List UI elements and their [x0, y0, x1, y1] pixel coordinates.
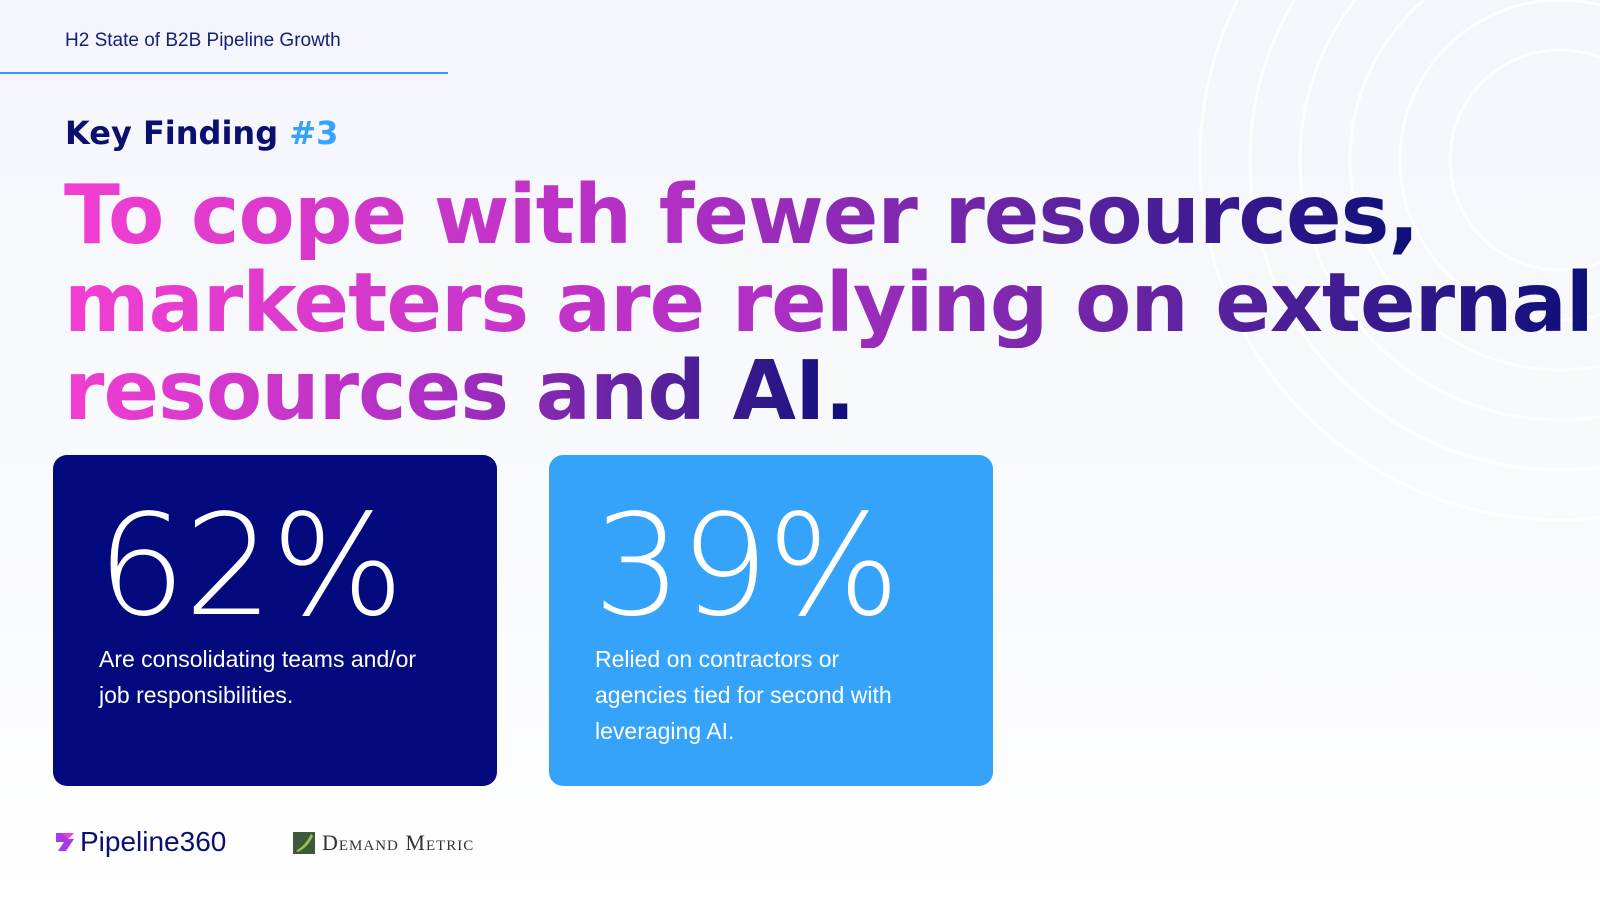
logo: Pipeline360: [54, 826, 226, 858]
stat-card: 62% Are consolidating teams and/or job r…: [53, 455, 497, 786]
headline-line: resources and AI.: [64, 344, 856, 439]
headline-line: To cope with fewer resources,: [64, 168, 1420, 263]
logo-icon: [56, 833, 74, 851]
stat-card: 39% Relied on contractors or agencies ti…: [549, 455, 993, 786]
headline: To cope with fewer resources, marketers …: [64, 168, 1594, 439]
logo: Demand Metric: [292, 830, 474, 856]
finding-text: Key Finding: [65, 114, 279, 152]
stat-description: Relied on contractors or agencies tied f…: [595, 646, 892, 744]
logo-text: Pipeline360: [80, 826, 227, 857]
header-rule: [0, 72, 448, 74]
stat-description: Are consolidating teams and/or job respo…: [99, 646, 417, 708]
logo-text: Demand Metric: [322, 830, 475, 855]
header-title: H2 State of B2B Pipeline Growth: [65, 30, 341, 51]
stat-value: 62%: [97, 485, 404, 648]
headline-line: marketers are relying on external: [64, 256, 1594, 351]
finding-number: #3: [289, 114, 339, 152]
stat-value: 39%: [593, 485, 900, 648]
finding-label: Key Finding #3: [65, 114, 338, 152]
logo-icon: [293, 832, 315, 854]
